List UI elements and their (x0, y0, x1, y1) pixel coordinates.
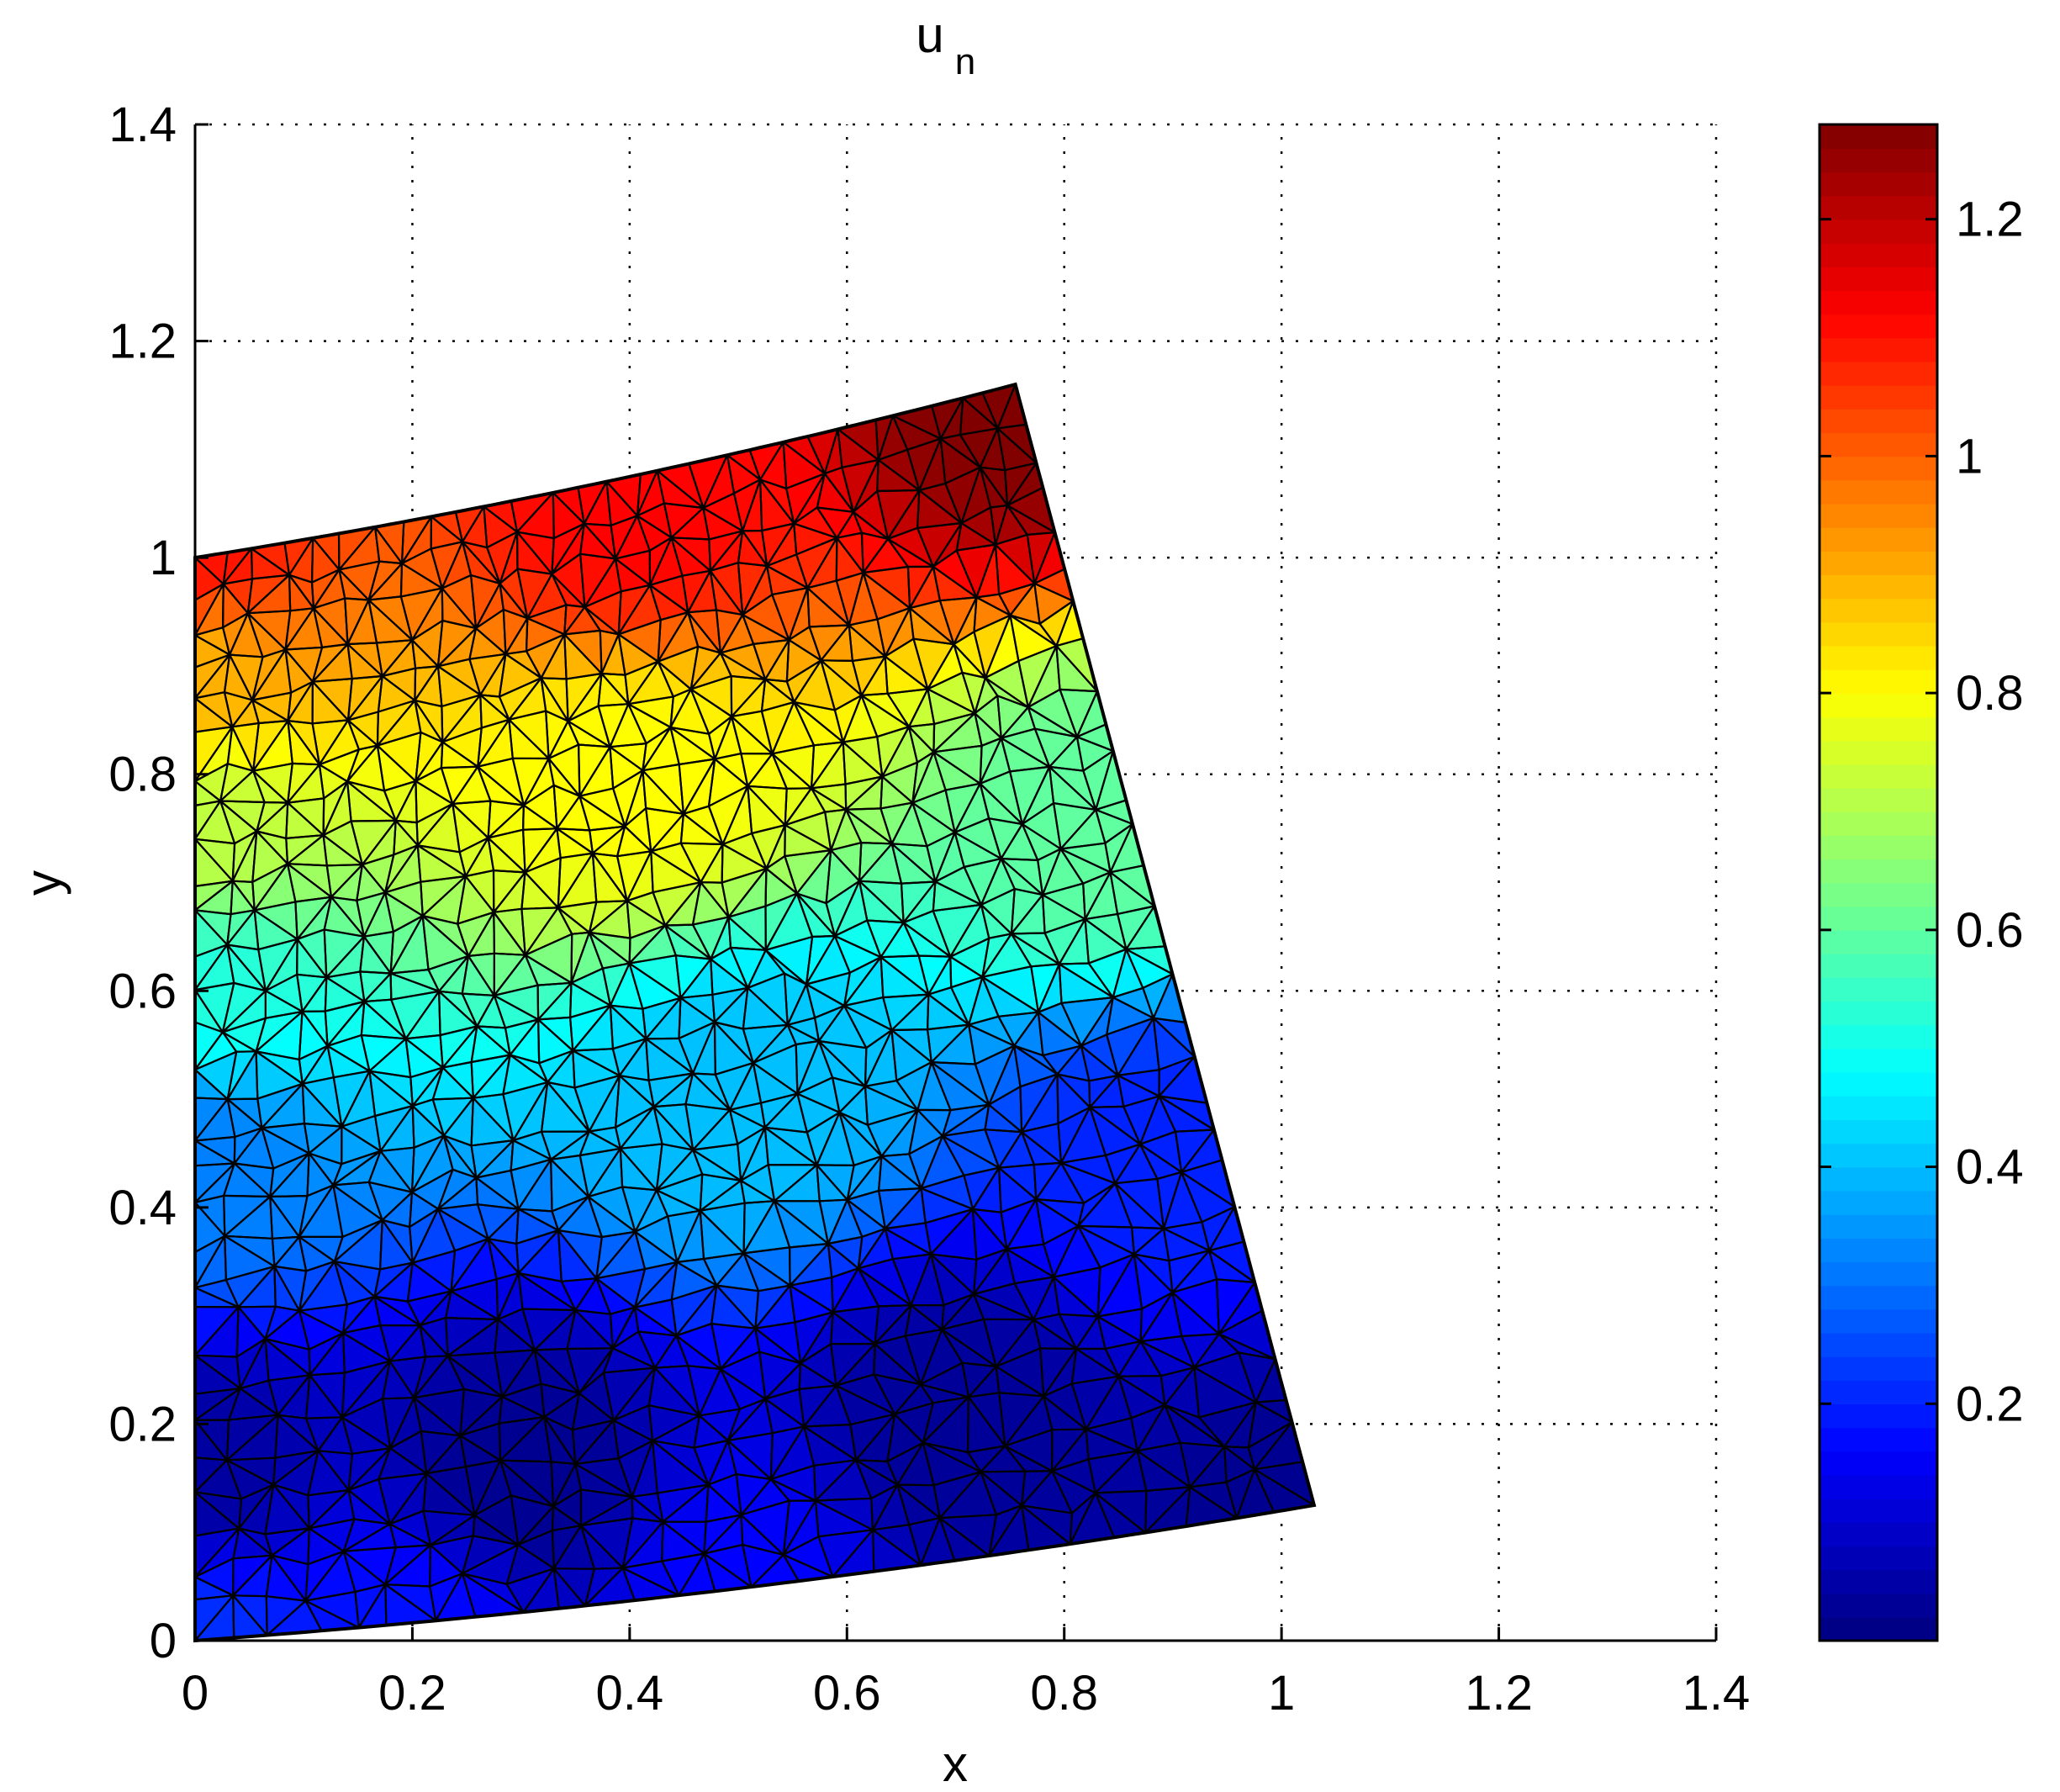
colorbar-band (1820, 526, 1937, 552)
x-tick-label: 0.4 (596, 1666, 664, 1721)
colorbar-band (1820, 314, 1937, 339)
colorbar-band (1820, 764, 1937, 789)
colorbar-band (1820, 1427, 1937, 1452)
colorbar-band (1820, 503, 1937, 528)
colorbar-band (1820, 929, 1937, 954)
colorbar-band (1820, 242, 1937, 267)
colorbar-band (1820, 1071, 1937, 1097)
colorbar-band (1820, 882, 1937, 907)
colorbar-gradient (1820, 124, 1937, 1641)
colorbar-band (1820, 787, 1937, 812)
colorbar-band (1820, 219, 1937, 244)
colorbar-band (1820, 124, 1937, 149)
y-axis-label: y (15, 870, 71, 896)
x-axis-label: x (943, 1736, 968, 1792)
colorbar-band (1820, 195, 1937, 220)
colorbar-band (1820, 574, 1937, 600)
x-tick-label: 0.8 (1030, 1666, 1098, 1721)
y-tick-label: 0.6 (108, 964, 177, 1018)
chart-title-subscript: n (955, 41, 975, 82)
colorbar-band (1820, 479, 1937, 505)
colorbar-band (1820, 337, 1937, 362)
colorbar-band (1820, 954, 1937, 978)
colorbar-tick-label: 1 (1956, 429, 1983, 484)
colorbar-band (1820, 1166, 1937, 1192)
colorbar-band (1820, 1522, 1937, 1547)
y-tick-label: 1 (150, 531, 177, 585)
colorbar-band (1820, 669, 1937, 694)
colorbar-band (1820, 432, 1937, 457)
colorbar-band (1820, 1498, 1937, 1523)
y-tick-label: 0.2 (108, 1397, 177, 1451)
colorbar-band (1820, 811, 1937, 836)
colorbar: 0.2 0.4 0.6 0.8 1 1.2 (1818, 123, 2024, 1642)
y-tick-label: 0.8 (108, 748, 177, 802)
colorbar-band (1820, 290, 1937, 315)
colorbar-band (1820, 1190, 1937, 1215)
colorbar-band (1820, 1213, 1937, 1239)
colorbar-band (1820, 361, 1937, 386)
colorbar-band (1820, 1474, 1937, 1499)
colorbar-band (1820, 1546, 1937, 1571)
colorbar-band (1820, 148, 1937, 173)
colorbar-band (1820, 1569, 1937, 1594)
colorbar-band (1820, 1332, 1937, 1357)
colorbar-band (1820, 1451, 1937, 1476)
x-tick-label: 1.2 (1465, 1666, 1533, 1721)
plot-area: 0 0.2 0.4 0.6 0.8 1 1.2 1.4 0 0.2 0.4 0.6 0.8 1 1.2 1.… (108, 98, 1750, 1721)
colorbar-band (1820, 1048, 1937, 1073)
colorbar-band (1820, 906, 1937, 931)
chart-title: u n (916, 7, 975, 82)
y-tick-label: 0 (150, 1614, 177, 1668)
colorbar-band (1820, 1380, 1937, 1405)
x-tick-label: 1 (1268, 1666, 1295, 1721)
colorbar-band (1820, 1024, 1937, 1049)
colorbar-band (1820, 1238, 1937, 1263)
x-tick-labels: 0 0.2 0.4 0.6 0.8 1 1.2 1.4 (182, 1666, 1750, 1721)
colorbar-band (1820, 977, 1937, 1002)
colorbar-band (1820, 1001, 1937, 1026)
colorbar-band (1820, 693, 1937, 718)
colorbar-band (1820, 859, 1937, 884)
colorbar-band (1820, 1616, 1937, 1641)
colorbar-tick-label: 1.2 (1956, 193, 2024, 247)
colorbar-band (1820, 598, 1937, 623)
colorbar-tick-label: 0.4 (1956, 1140, 2024, 1195)
colorbar-band (1820, 621, 1937, 647)
colorbar-band (1820, 1308, 1937, 1334)
colorbar-band (1820, 551, 1937, 576)
colorbar-band (1820, 1261, 1937, 1287)
x-tick-label: 0.6 (813, 1666, 881, 1721)
colorbar-band (1820, 1356, 1937, 1381)
colorbar-band (1820, 409, 1937, 434)
y-tick-label: 1.2 (108, 315, 177, 369)
colorbar-band (1820, 267, 1937, 291)
colorbar-band (1820, 645, 1937, 670)
colorbar-tick-label: 0.2 (1956, 1377, 2024, 1431)
colorbar-band (1820, 1403, 1937, 1429)
colorbar-band (1820, 384, 1937, 410)
colorbar-band (1820, 172, 1937, 197)
x-tick-label: 0 (182, 1666, 209, 1721)
colorbar-band (1820, 716, 1937, 742)
colorbar-band (1820, 1096, 1937, 1121)
colorbar-band (1820, 740, 1937, 765)
colorbar-band (1820, 1593, 1937, 1618)
y-tick-labels: 0 0.2 0.4 0.6 0.8 1 1.2 1.4 (108, 98, 177, 1668)
x-tick-label: 0.2 (378, 1666, 446, 1721)
colorbar-tick-label: 0.6 (1956, 903, 2024, 958)
colorbar-band (1820, 835, 1937, 860)
colorbar-tick-label: 0.8 (1956, 666, 2024, 721)
chart-title-main: u (916, 7, 943, 63)
colorbar-band (1820, 1143, 1937, 1168)
x-tick-label: 1.4 (1682, 1666, 1751, 1721)
colorbar-band (1820, 456, 1937, 481)
colorbar-band (1820, 1285, 1937, 1310)
y-tick-label: 0.4 (108, 1181, 177, 1235)
colorbar-band (1820, 1119, 1937, 1144)
y-tick-label: 1.4 (108, 98, 177, 152)
